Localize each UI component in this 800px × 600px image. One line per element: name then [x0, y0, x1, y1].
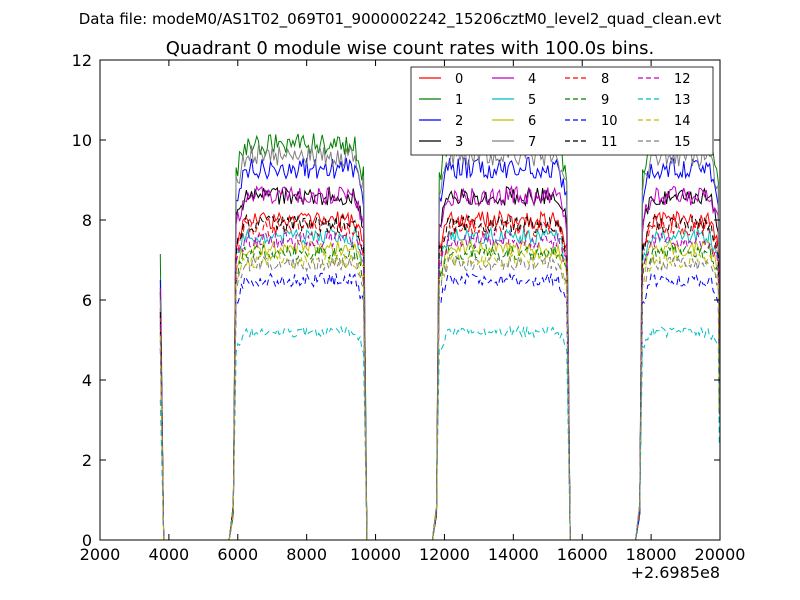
series-line-11 — [159, 213, 720, 541]
legend-label-1: 1 — [455, 93, 463, 108]
series-line-8 — [159, 218, 720, 541]
series-line-14 — [159, 251, 720, 541]
axis-ticks: 2000 4000 6000 8000 10000 12000 14000 16000 1800… — [72, 51, 746, 564]
y-tick-label: 4 — [82, 371, 92, 390]
legend-label-10: 10 — [601, 114, 618, 129]
series-line-12 — [159, 231, 720, 541]
figure-suptitle: Data file: modeM0/AS1T02_069T01_90000022… — [79, 10, 722, 29]
x-tick-label: 14000 — [488, 545, 539, 564]
x-tick-label: 10000 — [350, 545, 401, 564]
x-tick-label: 18000 — [626, 545, 677, 564]
legend-label-0: 0 — [455, 72, 463, 87]
x-tick-label: 20000 — [695, 545, 746, 564]
x-tick-label: 8000 — [286, 545, 327, 564]
x-offset-label: +2.6985e8 — [631, 563, 720, 582]
x-tick-label: 4000 — [149, 545, 190, 564]
series-line-13 — [159, 325, 720, 541]
legend-label-15: 15 — [674, 135, 691, 150]
x-tick-label: 16000 — [557, 545, 608, 564]
legend-label-4: 4 — [528, 72, 536, 87]
legend-label-13: 13 — [674, 93, 691, 108]
legend-label-14: 14 — [674, 114, 691, 129]
legend-label-7: 7 — [528, 135, 536, 150]
series-line-5 — [159, 226, 720, 541]
series-layer — [159, 131, 720, 541]
legend-label-3: 3 — [455, 135, 463, 150]
x-tick-label: 6000 — [217, 545, 258, 564]
legend-label-5: 5 — [528, 93, 536, 108]
y-tick-label: 8 — [82, 211, 92, 230]
legend-label-2: 2 — [455, 114, 463, 129]
legend-label-12: 12 — [674, 72, 691, 87]
y-tick-label: 2 — [82, 451, 92, 470]
series-line-10 — [159, 272, 720, 541]
legend-label-9: 9 — [601, 93, 609, 108]
legend-label-11: 11 — [601, 135, 618, 150]
y-tick-label: 10 — [72, 131, 92, 150]
series-line-15 — [159, 254, 720, 541]
series-line-6 — [159, 238, 720, 541]
y-tick-label: 0 — [82, 531, 92, 550]
x-tick-label: 2000 — [80, 545, 121, 564]
x-tick-label: 12000 — [419, 545, 470, 564]
legend-box — [410, 66, 714, 156]
y-tick-label: 12 — [72, 51, 92, 70]
legend-label-6: 6 — [528, 114, 536, 129]
series-line-9 — [159, 242, 720, 541]
chart-title: Quadrant 0 module wise count rates with … — [166, 38, 655, 59]
series-line-2 — [159, 156, 720, 541]
y-tick-label: 6 — [82, 291, 92, 310]
series-line-4 — [159, 184, 720, 541]
legend-label-8: 8 — [601, 72, 609, 87]
